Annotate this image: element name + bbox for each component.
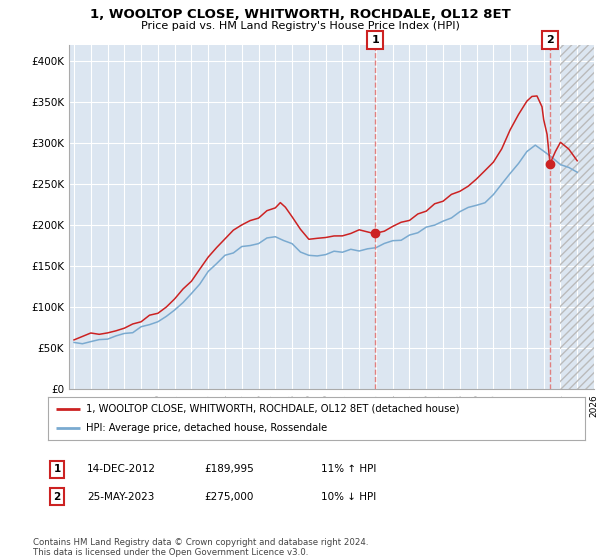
- Text: £275,000: £275,000: [204, 492, 253, 502]
- Text: Contains HM Land Registry data © Crown copyright and database right 2024.
This d: Contains HM Land Registry data © Crown c…: [33, 538, 368, 557]
- Text: £189,995: £189,995: [204, 464, 254, 474]
- Text: HPI: Average price, detached house, Rossendale: HPI: Average price, detached house, Ross…: [86, 423, 327, 433]
- Text: 25-MAY-2023: 25-MAY-2023: [87, 492, 154, 502]
- Text: 2: 2: [546, 35, 554, 45]
- Text: 2: 2: [53, 492, 61, 502]
- Text: 14-DEC-2012: 14-DEC-2012: [87, 464, 156, 474]
- Text: 1, WOOLTOP CLOSE, WHITWORTH, ROCHDALE, OL12 8ET: 1, WOOLTOP CLOSE, WHITWORTH, ROCHDALE, O…: [89, 8, 511, 21]
- Text: 1: 1: [53, 464, 61, 474]
- Text: 10% ↓ HPI: 10% ↓ HPI: [321, 492, 376, 502]
- Text: 1, WOOLTOP CLOSE, WHITWORTH, ROCHDALE, OL12 8ET (detached house): 1, WOOLTOP CLOSE, WHITWORTH, ROCHDALE, O…: [86, 404, 459, 413]
- Text: 11% ↑ HPI: 11% ↑ HPI: [321, 464, 376, 474]
- Bar: [560, 45, 594, 389]
- Text: Price paid vs. HM Land Registry's House Price Index (HPI): Price paid vs. HM Land Registry's House …: [140, 21, 460, 31]
- Text: 1: 1: [371, 35, 379, 45]
